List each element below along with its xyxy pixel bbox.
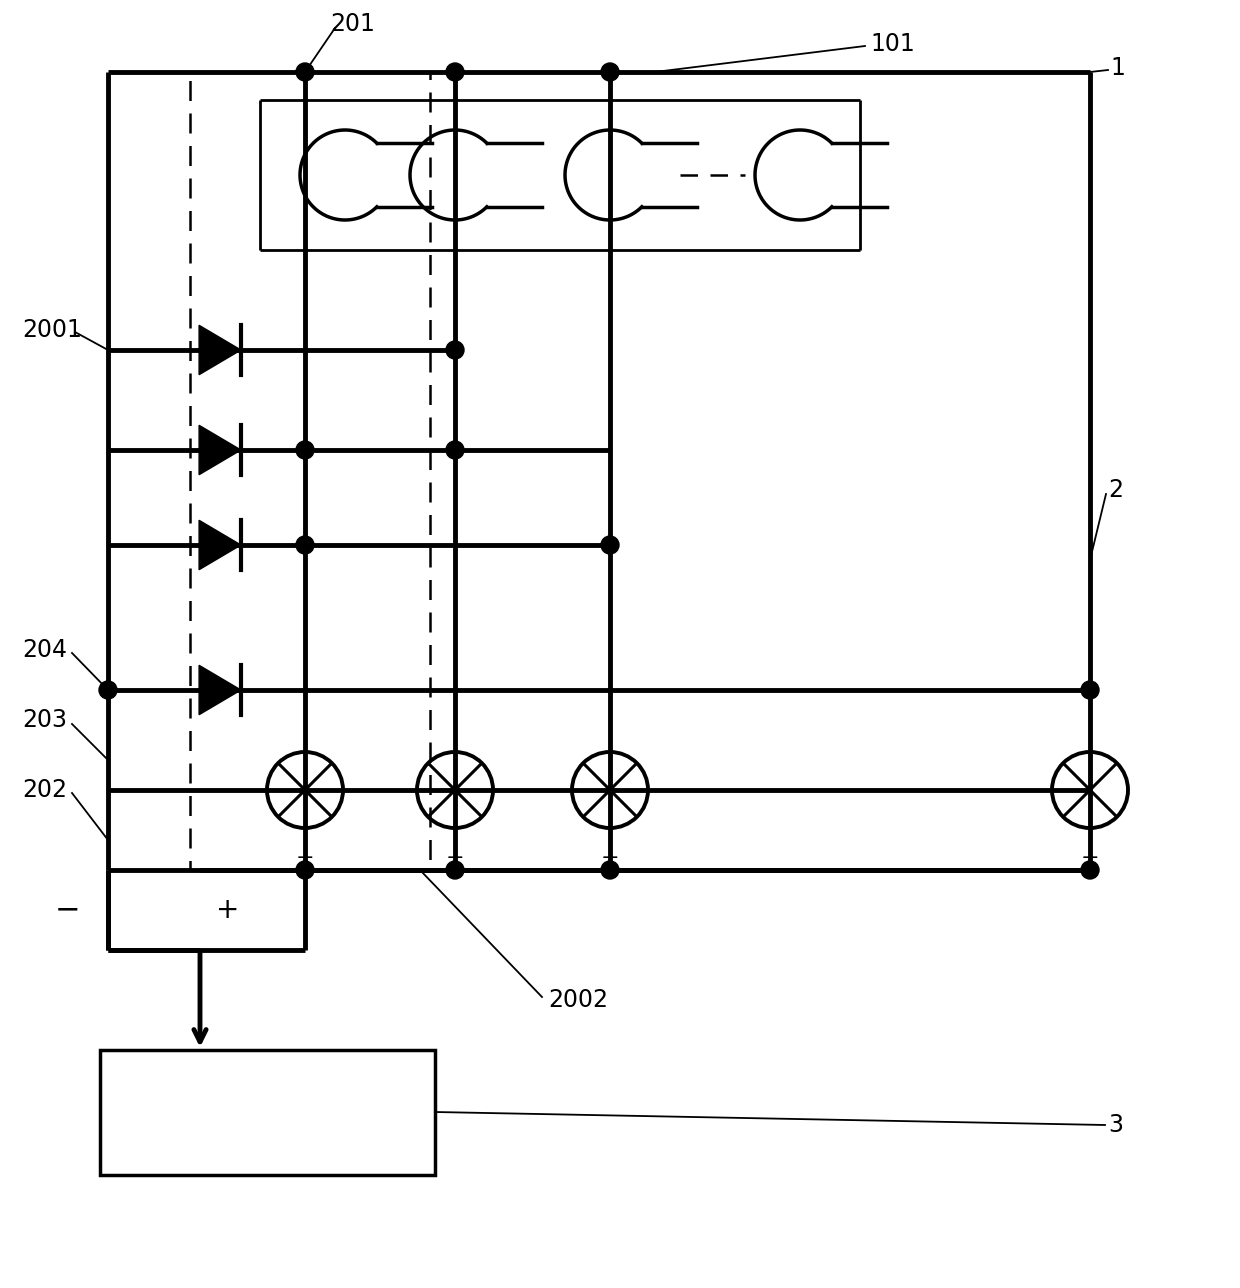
Text: +: +	[295, 848, 314, 868]
Text: 1: 1	[1110, 55, 1125, 80]
Circle shape	[296, 536, 314, 554]
Polygon shape	[200, 520, 241, 569]
Polygon shape	[200, 425, 241, 475]
Text: PLC: PLC	[234, 1096, 301, 1130]
Text: 3: 3	[1109, 1113, 1123, 1137]
Circle shape	[601, 860, 619, 878]
Circle shape	[446, 63, 464, 81]
Polygon shape	[200, 666, 241, 715]
Circle shape	[601, 63, 619, 81]
Text: 201: 201	[330, 12, 374, 36]
Text: +: +	[216, 896, 239, 923]
Circle shape	[99, 681, 117, 699]
Circle shape	[296, 63, 314, 81]
Text: +: +	[1081, 848, 1100, 868]
Text: +: +	[445, 848, 464, 868]
Circle shape	[1081, 681, 1099, 699]
Circle shape	[601, 536, 619, 554]
Text: 203: 203	[22, 708, 67, 732]
Text: 2001: 2001	[22, 318, 82, 343]
Text: 2002: 2002	[548, 988, 608, 1012]
Text: 101: 101	[870, 32, 915, 55]
Text: 202: 202	[22, 778, 67, 802]
Text: −: −	[56, 895, 81, 925]
Text: +: +	[600, 848, 619, 868]
Circle shape	[446, 860, 464, 878]
Circle shape	[446, 440, 464, 459]
Polygon shape	[200, 326, 241, 375]
Bar	[100, 1050, 435, 1175]
Text: 2: 2	[1109, 478, 1123, 502]
Circle shape	[1081, 860, 1099, 878]
Text: 204: 204	[22, 638, 67, 662]
Circle shape	[296, 440, 314, 459]
Circle shape	[446, 341, 464, 359]
Circle shape	[296, 860, 314, 878]
